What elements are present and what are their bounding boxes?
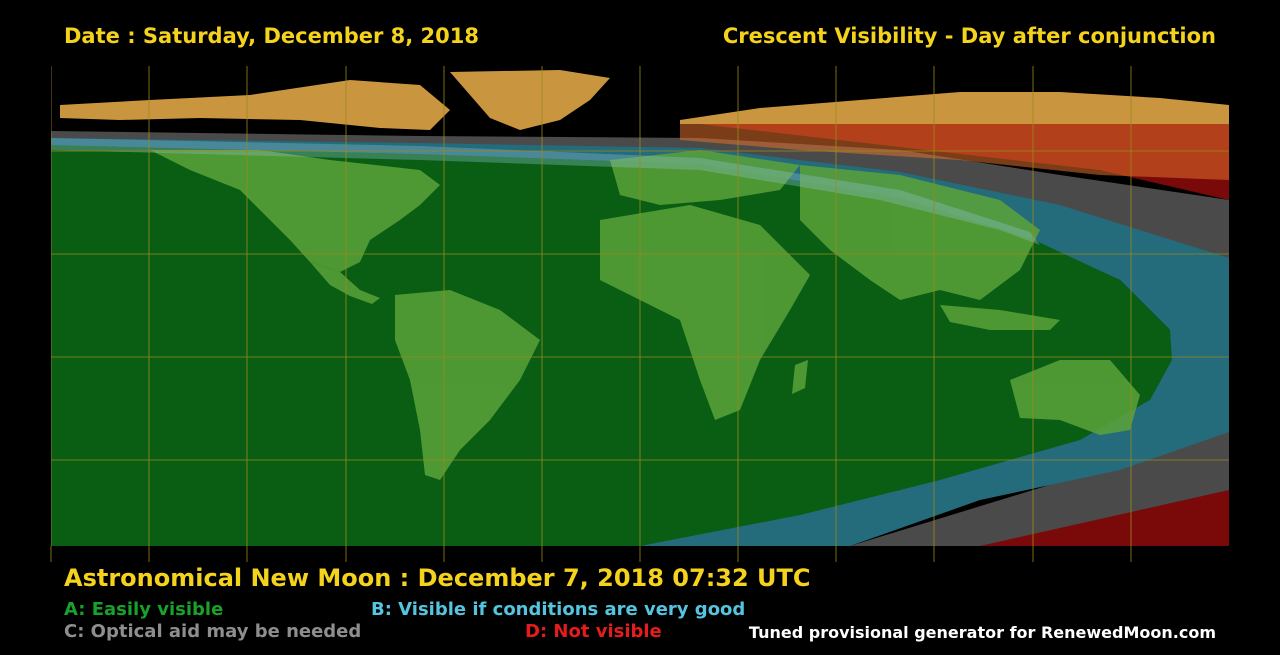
legend-b: B: Visible if conditions are very good	[371, 599, 746, 620]
legend-a: A: Easily visible	[64, 599, 224, 620]
map-title: Crescent Visibility - Day after conjunct…	[722, 24, 1216, 48]
land-visible	[150, 150, 1140, 480]
land-north-asia	[680, 124, 1229, 180]
graticule	[51, 66, 1229, 546]
legend-d: D: Not visible	[525, 621, 662, 642]
date-label: Date : Saturday, December 8, 2018	[64, 24, 479, 48]
land-light-band	[51, 138, 1040, 245]
zone-c	[51, 131, 1229, 546]
land	[60, 70, 1229, 130]
legend-c: C: Optical aid may be needed	[64, 621, 362, 642]
credit-label: Tuned provisional generator for RenewedM…	[748, 623, 1216, 642]
new-moon-label: Astronomical New Moon : December 7, 2018…	[64, 564, 811, 592]
